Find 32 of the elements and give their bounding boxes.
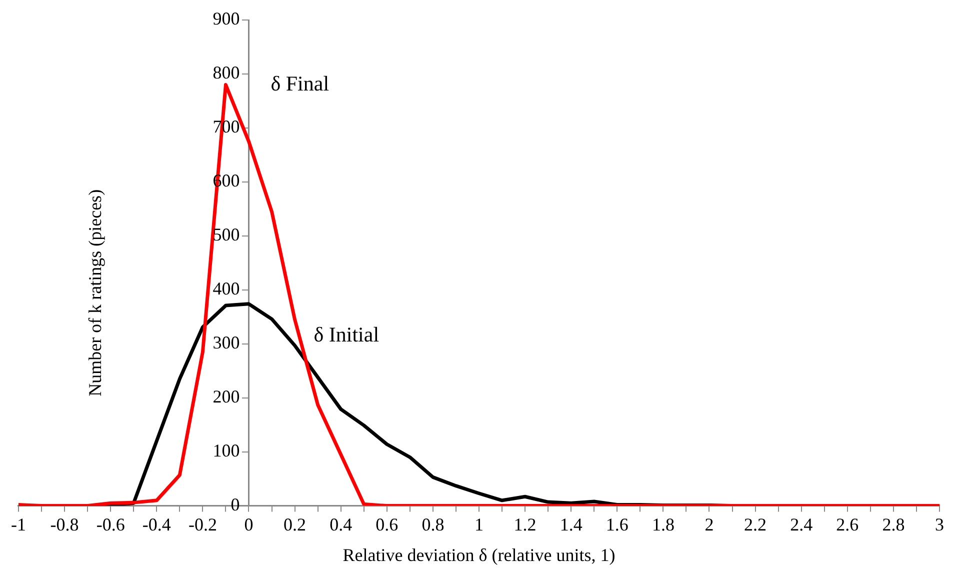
x-tick-label: 0.2 [284,514,306,534]
series-label: δ Final [270,71,330,96]
x-tick-label: 2.2 [744,514,767,534]
y-axis-title: Number of k ratings (pieces) [85,189,106,396]
x-axis-title: Relative deviation δ (relative units, 1) [342,544,616,565]
x-tick-label: -0.6 [96,514,125,534]
x-tick-label: 0.4 [330,514,352,534]
x-tick-label: -1 [10,514,26,534]
x-tick-label: 1 [474,514,484,534]
y-tick-label: 100 [212,440,240,461]
x-tick-label: 3 [935,514,944,534]
x-tick-label: -0.4 [142,514,171,534]
x-tick-label: 1.8 [652,514,674,534]
x-tick-label: 0.8 [422,514,444,534]
x-tick-label: 2.8 [882,514,905,534]
x-tick-label: 0.6 [376,514,398,534]
x-tick-label: -0.2 [188,514,217,534]
x-tick-label: -0.8 [50,514,79,534]
y-tick-label: 800 [212,62,240,83]
x-tick-label: 2 [704,514,714,534]
x-tick-label: 0 [244,514,254,534]
x-tick-label: 1.4 [560,514,582,534]
y-tick-label: 200 [212,386,240,407]
y-tick-label: 400 [212,278,240,299]
x-tick-label: 2.4 [790,514,813,534]
x-tick-label: 1.6 [606,514,628,534]
y-tick-label: 0 [230,494,240,515]
y-tick-label: 900 [212,8,240,29]
x-tick-label: 2.6 [836,514,859,534]
series-label: δ Initial [314,322,380,346]
y-tick-label: 300 [212,332,240,353]
x-tick-label: 1.2 [514,514,536,534]
